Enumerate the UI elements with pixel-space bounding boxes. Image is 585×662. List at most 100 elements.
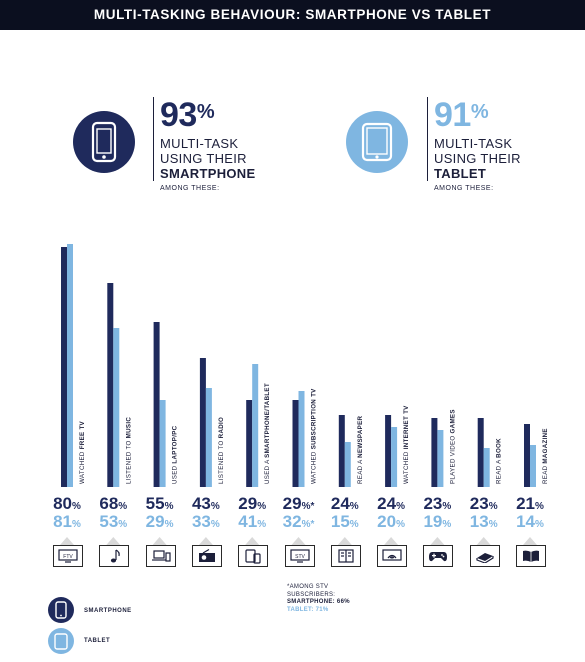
category-label-emphasis: MAGAZINE — [542, 428, 549, 463]
stv-footnote: *AMONG STV SUBSCRIBERS: SMARTPHONE: 66% … — [287, 584, 350, 614]
smartphone-value-label: 23% — [464, 495, 504, 515]
pointer-triangle — [245, 537, 260, 545]
value-number: 41 — [238, 512, 258, 531]
smartphone-bar — [246, 400, 253, 487]
category-label-text: READ A — [496, 458, 503, 484]
category-label-text: PLAYED VIDEO — [449, 433, 456, 484]
tablet-value-label: 33% — [186, 513, 226, 533]
tablet-value-label: 15% — [325, 513, 365, 533]
category-label-emphasis: FREE TV — [79, 420, 86, 449]
percent-sign: % — [196, 101, 215, 123]
tablet-stat-divider — [427, 97, 428, 181]
pointer-triangle — [106, 537, 121, 545]
percent-sign: % — [535, 519, 544, 530]
percent-sign: % — [72, 501, 81, 512]
category-label-emphasis: BOOK — [496, 438, 503, 458]
internet-tv-icon — [377, 545, 408, 567]
value-number: 81 — [53, 512, 72, 531]
svg-text:FTV: FTV — [63, 554, 73, 560]
category-label: LISTENED TO RADIO — [218, 417, 225, 484]
value-number: 24 — [377, 494, 397, 513]
tablet-bar — [391, 427, 398, 487]
percent-sign: % — [210, 519, 220, 530]
tablet-bar — [205, 388, 212, 487]
pointer-triangle — [337, 537, 352, 545]
tablet-stat-among: AMONG THESE: — [434, 185, 494, 192]
tablet-stat-value: 91 — [434, 96, 471, 134]
smartphone-value-label: 24% — [325, 495, 365, 515]
stv-footnote-line2: SUBSCRIBERS: — [287, 591, 336, 598]
smartphone-bar — [477, 418, 484, 487]
devices-icon — [238, 545, 269, 567]
percent-sign: % — [118, 519, 128, 530]
percent-sign: % — [72, 519, 81, 530]
legend-smartphone-icon — [48, 597, 74, 623]
stv-footnote-line3: SMARTPHONE: 66% — [287, 599, 350, 605]
book-icon — [469, 545, 500, 567]
tablet-bar — [67, 244, 73, 487]
smartphone-stat-icon — [73, 111, 135, 173]
category-label: WATCHED INTERNET TV — [403, 405, 410, 484]
value-number: 33 — [191, 512, 211, 531]
value-number: 68 — [99, 494, 119, 513]
smartphone-stat-divider — [153, 97, 154, 181]
infographic-title: MULTI-TASKING BEHAVIOUR: SMARTPHONE VS T… — [0, 0, 585, 30]
tablet-value-label: 14% — [510, 513, 550, 533]
laptop-icon — [145, 545, 176, 567]
smartphone-bar — [385, 415, 392, 487]
value-number: 15 — [330, 512, 350, 531]
value-number: 19 — [423, 512, 443, 531]
percent-sign: % — [257, 519, 267, 530]
percent-sign: % — [396, 501, 405, 512]
category-label-text: USED — [172, 464, 179, 484]
percent-sign: % — [257, 501, 267, 512]
stv-footnote-line4: TABLET: 71% — [287, 606, 329, 613]
tablet-stat-line3: TABLET — [434, 166, 487, 181]
smartphone-bar — [199, 358, 206, 487]
percent-sign: % — [210, 501, 220, 512]
percent-sign: % — [164, 519, 174, 530]
tablet-value-label: 53% — [93, 513, 133, 533]
category-label: READ A NEWSPAPER — [357, 415, 364, 484]
tv-icon: FTV — [53, 545, 83, 567]
tablet-value-label: 13% — [464, 513, 504, 533]
legend-tablet-icon — [48, 628, 74, 654]
value-number: 23 — [469, 494, 489, 513]
category-label-text: LISTENED TO — [218, 438, 225, 484]
smartphone-stat-value: 93 — [160, 96, 197, 134]
pointer-triangle — [430, 537, 445, 545]
svg-text:STV: STV — [295, 554, 305, 560]
tablet-bar — [159, 400, 166, 487]
tablet-value-label: 20% — [371, 513, 411, 533]
percent-sign: % — [470, 101, 489, 123]
smartphone-value-label: 24% — [371, 495, 411, 515]
pointer-triangle — [291, 537, 306, 545]
smartphone-stat-among: AMONG THESE: — [160, 185, 220, 192]
value-number: 55 — [145, 494, 165, 513]
category-label: PLAYED VIDEO GAMES — [449, 409, 456, 484]
percent-sign: % — [118, 501, 128, 512]
category-label-text: READ A — [357, 458, 364, 484]
value-number: 14 — [516, 512, 535, 531]
category-label-text: WATCHED — [403, 449, 410, 484]
percent-sign: % — [396, 519, 405, 530]
radio-icon — [191, 545, 222, 567]
tablet-stat-line1: MULTI-TASK — [434, 136, 513, 151]
smartphone-stat-line2: USING THEIR — [160, 151, 247, 166]
pointer-triangle — [523, 537, 537, 545]
tablet-bar — [252, 364, 259, 487]
percent-sign: % — [164, 501, 174, 512]
smartphone-stat: 93% MULTI-TASK USING THEIR SMARTPHONE AM… — [160, 95, 255, 192]
legend-smartphone-label: SMARTPHONE — [84, 608, 132, 614]
tablet-bar — [437, 430, 444, 487]
smartphone-bar — [292, 400, 299, 487]
smartphone-bar — [107, 283, 114, 487]
smartphone-value-label: 29%* — [279, 495, 319, 515]
stv-icon: STV — [284, 545, 315, 567]
value-number: 29 — [282, 494, 302, 513]
category-label-emphasis: LAPTOP/PC — [172, 425, 179, 463]
category-label: USED LAPTOP/PC — [172, 425, 179, 484]
tablet-stat-icon — [346, 111, 408, 173]
smartphone-stat-line1: MULTI-TASK — [160, 136, 239, 151]
percent-sign: % — [349, 519, 359, 530]
